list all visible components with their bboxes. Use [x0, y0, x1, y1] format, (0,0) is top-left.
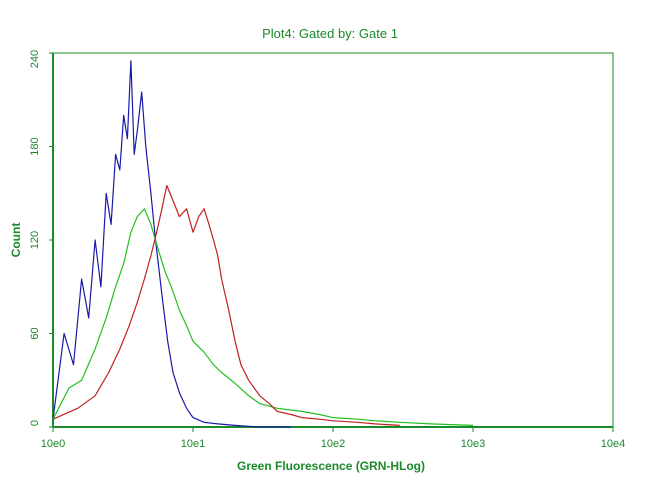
y-tick-label: 240 — [29, 50, 41, 68]
y-tick-label: 0 — [29, 420, 41, 426]
chart-title: Plot4: Gated by: Gate 1 — [262, 26, 398, 41]
series-line-1 — [52, 60, 291, 428]
x-tick-label: 10e4 — [601, 438, 625, 450]
x-ticks: 10e0 10e1 10e2 10e3 10e4 — [41, 427, 625, 450]
x-tick-label: 10e0 — [41, 438, 65, 450]
series-layer — [52, 60, 474, 428]
plot-frame — [52, 52, 614, 428]
x-axis-label: Green Fluorescence (GRN-HLog) — [237, 459, 425, 473]
y-tick-label: 120 — [29, 231, 41, 249]
y-tick-label: 60 — [29, 327, 41, 339]
y-ticks: 0 60 120 180 240 — [29, 50, 53, 428]
y-tick-label: 180 — [29, 137, 41, 155]
x-tick-label: 10e3 — [461, 438, 485, 450]
series-line-3 — [52, 184, 400, 426]
x-tick-label: 10e1 — [181, 438, 205, 450]
x-tick-label: 10e2 — [321, 438, 345, 450]
series-line-2 — [52, 208, 474, 426]
y-axis-label: Count — [9, 223, 23, 258]
